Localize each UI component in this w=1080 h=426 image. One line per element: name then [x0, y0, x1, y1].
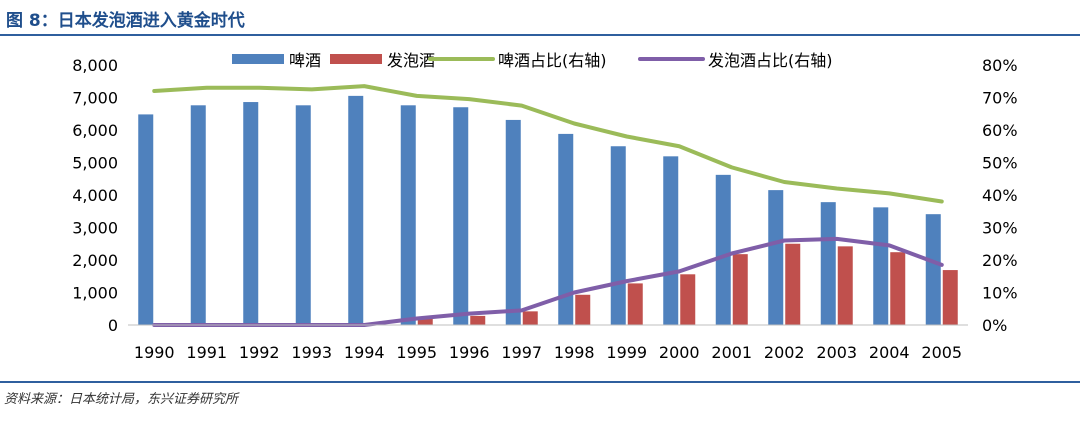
- x-tick-label: 1990: [134, 343, 175, 362]
- x-tick-label: 2000: [659, 343, 700, 362]
- y-right-tick-label: 20%: [982, 251, 1018, 270]
- bar-beer: [295, 105, 311, 325]
- y-left-tick-label: 2,000: [72, 251, 118, 270]
- x-tick-label: 1999: [606, 343, 647, 362]
- y-left-tick-label: 7,000: [72, 89, 118, 108]
- bar-happoshu: [732, 254, 748, 325]
- y-right-tick-label: 50%: [982, 154, 1018, 173]
- bar-happoshu: [627, 283, 643, 325]
- legend-swatch: [232, 54, 284, 64]
- x-tick-label: 1998: [554, 343, 595, 362]
- bar-beer: [610, 146, 626, 325]
- x-tick-label: 1992: [239, 343, 280, 362]
- bar-beer: [768, 190, 784, 325]
- x-tick-label: 1991: [186, 343, 227, 362]
- y-right-tick-label: 30%: [982, 219, 1018, 238]
- y-left-tick-label: 5,000: [72, 154, 118, 173]
- x-tick-label: 1993: [291, 343, 332, 362]
- bar-beer: [138, 114, 154, 326]
- x-tick-label: 1995: [396, 343, 437, 362]
- y-right-tick-label: 40%: [982, 186, 1018, 205]
- bar-beer: [453, 107, 469, 325]
- legend-swatch: [330, 54, 382, 64]
- y-left-tick-label: 8,000: [72, 56, 118, 75]
- x-tick-label: 1997: [501, 343, 542, 362]
- y-left-tick-label: 1,000: [72, 284, 118, 303]
- bar-happoshu: [575, 294, 591, 325]
- y-left-tick-label: 0: [108, 316, 118, 335]
- bar-happoshu: [785, 243, 801, 325]
- axes-layer: 0 1,000 2,000 3,000 4,000 5,000 6,000 7,000 8,00…: [72, 56, 1017, 362]
- bottom-divider: [0, 381, 1080, 383]
- bar-beer: [400, 105, 416, 325]
- x-tick-label: 2003: [816, 343, 857, 362]
- y-right-tick-label: 10%: [982, 284, 1018, 303]
- y-right-tick-label: 0%: [982, 316, 1007, 335]
- y-left-tick-label: 3,000: [72, 219, 118, 238]
- bar-beer: [873, 207, 889, 325]
- bar-happoshu: [470, 315, 486, 325]
- y-left-tick-label: 4,000: [72, 186, 118, 205]
- bar-beer: [925, 214, 941, 325]
- bar-happoshu: [417, 318, 433, 325]
- y-right-tick-label: 60%: [982, 121, 1018, 140]
- legend-label: 发泡酒占比(右轴): [708, 51, 833, 70]
- x-tick-label: 2005: [921, 343, 962, 362]
- bar-beer: [505, 119, 521, 325]
- source-note: 资料来源：日本统计局，东兴证券研究所: [4, 392, 239, 407]
- legend-label: 啤酒: [289, 51, 321, 70]
- bar-happoshu: [942, 270, 958, 325]
- bar-beer: [715, 174, 731, 325]
- bar-beer: [190, 105, 206, 325]
- bar-happoshu: [680, 274, 696, 325]
- top-divider: [0, 34, 1080, 36]
- bar-happoshu: [837, 246, 853, 325]
- y-left-tick-label: 6,000: [72, 121, 118, 140]
- chart-canvas: 0 1,000 2,000 3,000 4,000 5,000 6,000 7,000 8,00…: [72, 51, 1017, 362]
- y-right-tick-label: 70%: [982, 89, 1018, 108]
- bar-beer: [348, 95, 364, 325]
- bars-layer: [138, 95, 958, 326]
- legend-label: 啤酒占比(右轴): [498, 51, 607, 70]
- y-right-tick-label: 80%: [982, 56, 1018, 75]
- legend: 啤酒 发泡酒 啤酒占比(右轴) 发泡酒占比(右轴): [232, 51, 833, 70]
- x-tick-label: 2004: [869, 343, 910, 362]
- bar-beer: [243, 102, 259, 325]
- legend-label: 发泡酒: [387, 51, 435, 70]
- x-tick-label: 2001: [711, 343, 752, 362]
- bar-beer: [558, 133, 574, 325]
- x-tick-label: 1994: [344, 343, 385, 362]
- bar-happoshu: [890, 252, 906, 325]
- x-tick-label: 2002: [764, 343, 805, 362]
- bar-beer: [820, 202, 836, 325]
- line-beer-share: [152, 84, 944, 204]
- bar-happoshu: [522, 311, 538, 325]
- figure-title: 图 8：日本发泡酒进入黄金时代: [6, 11, 245, 31]
- x-tick-label: 1996: [449, 343, 490, 362]
- bar-beer: [663, 156, 679, 325]
